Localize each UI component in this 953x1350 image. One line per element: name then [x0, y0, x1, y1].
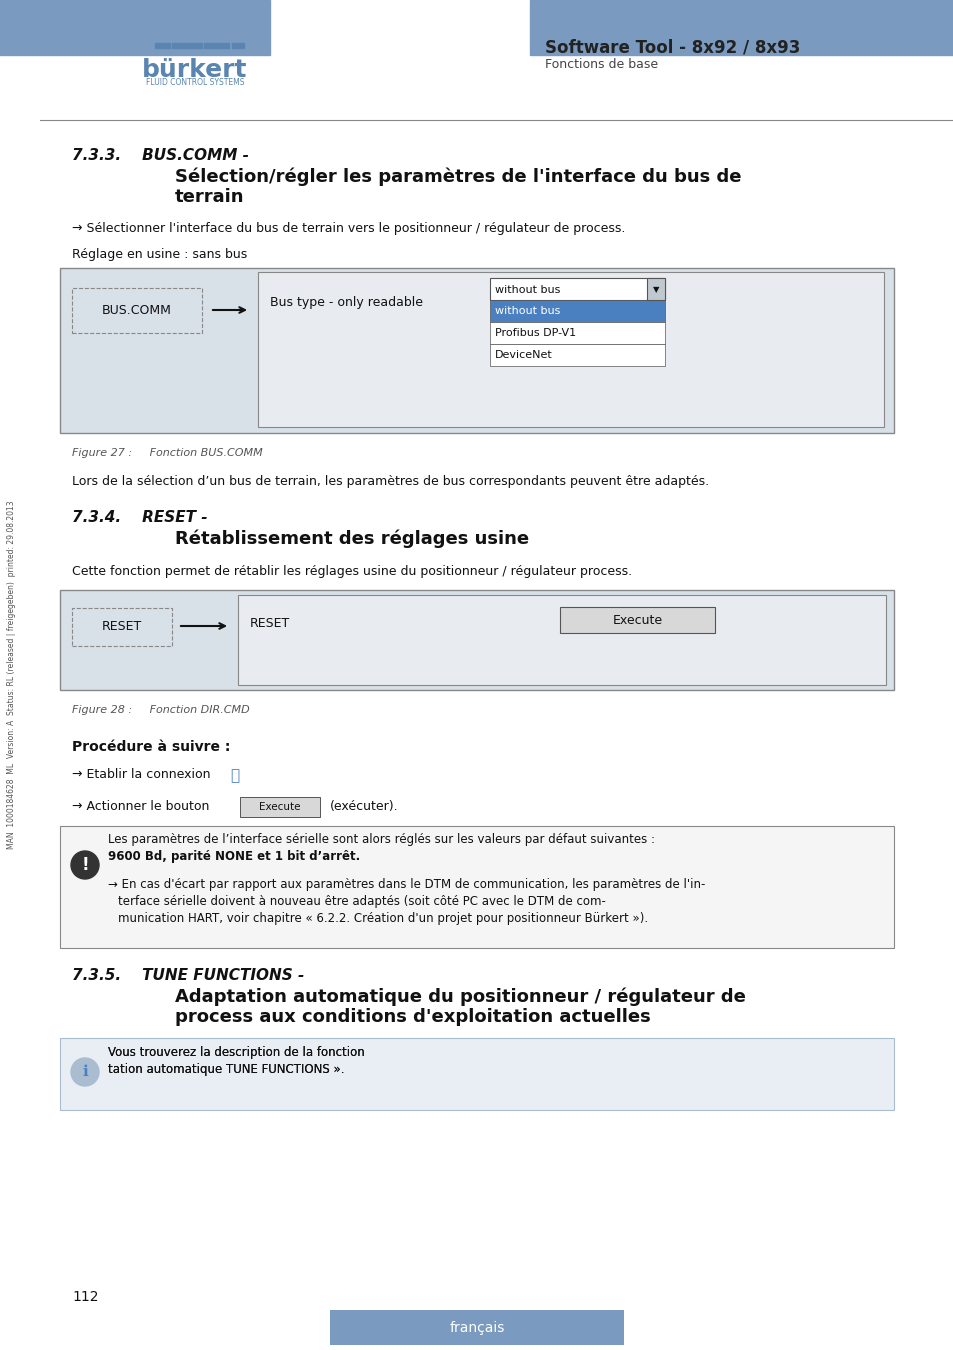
Bar [530, 0, 953, 55]
Text: Procédure à suivre :: Procédure à suivre : [71, 740, 230, 755]
Bar [154, 43, 170, 49]
Text: français: français [449, 1322, 504, 1335]
Text: tation automatique TUNE FUNCTIONS ».: tation automatique TUNE FUNCTIONS ». [108, 1062, 344, 1076]
Text: Cette fonction permet de rétablir les réglages usine du positionneur / régulateu: Cette fonction permet de rétablir les ré… [71, 566, 632, 578]
Text: 7.3.4.    RESET -: 7.3.4. RESET - [71, 510, 208, 525]
Text: Execute: Execute [612, 613, 662, 626]
Text: Figure 28 :     Fonction DIR.CMD: Figure 28 : Fonction DIR.CMD [71, 705, 250, 716]
Text: 7.3.3.    BUS.COMM -: 7.3.3. BUS.COMM - [71, 148, 249, 163]
Text: Les paramètres de l’interface sérielle sont alors réglés sur les valeurs par déf: Les paramètres de l’interface sérielle s… [108, 833, 655, 846]
Text: 9600 Bd, parité NONE et 1 bit d’arrêt.: 9600 Bd, parité NONE et 1 bit d’arrêt. [108, 850, 360, 863]
Bar [0, 0, 270, 55]
Text: Vous trouverez la description de la fonction: Vous trouverez la description de la fonc… [108, 1046, 368, 1058]
Text: → Sélectionner l'interface du bus de terrain vers le positionneur / régulateur d: → Sélectionner l'interface du bus de ter… [71, 221, 625, 235]
Text: BUS.COMM: BUS.COMM [102, 304, 172, 317]
Text: Execute: Execute [259, 802, 300, 811]
Text: without bus: without bus [495, 285, 559, 296]
Bar [60, 1038, 893, 1110]
Text: Figure 27 :     Fonction BUS.COMM: Figure 27 : Fonction BUS.COMM [71, 448, 262, 458]
Bar [60, 590, 893, 690]
Bar [559, 608, 714, 633]
Text: Sélection/régler les paramètres de l'interface du bus de: Sélection/régler les paramètres de l'int… [174, 167, 740, 186]
Bar [490, 323, 664, 344]
Text: Lors de la sélection d’un bus de terrain, les paramètres de bus correspondants p: Lors de la sélection d’un bus de terrain… [71, 475, 708, 487]
Bar [71, 608, 172, 647]
Text: RESET: RESET [102, 621, 142, 633]
Text: 7.3.5.    TUNE FUNCTIONS -: 7.3.5. TUNE FUNCTIONS - [71, 968, 304, 983]
Bar [237, 595, 885, 684]
Text: ℹ: ℹ [82, 1065, 88, 1080]
Circle shape [71, 1058, 99, 1085]
Text: Réglage en usine : sans bus: Réglage en usine : sans bus [71, 248, 247, 261]
Text: → Etablir la connexion: → Etablir la connexion [71, 768, 211, 782]
Text: terface sérielle doivent à nouveau être adaptés (soit côté PC avec le DTM de com: terface sérielle doivent à nouveau être … [118, 895, 605, 909]
Text: ▼: ▼ [652, 285, 659, 294]
Text: FLUID CONTROL SYSTEMS: FLUID CONTROL SYSTEMS [146, 78, 244, 86]
Text: terrain: terrain [174, 188, 244, 207]
Bar [240, 796, 319, 817]
Bar [330, 1310, 623, 1345]
Text: Adaptation automatique du positionneur / régulateur de: Adaptation automatique du positionneur /… [174, 988, 745, 1007]
Circle shape [71, 850, 99, 879]
Text: Profibus DP-V1: Profibus DP-V1 [495, 328, 576, 338]
Text: → En cas d'écart par rapport aux paramètres dans le DTM de communication, les pa: → En cas d'écart par rapport aux paramèt… [108, 878, 704, 891]
Text: RESET: RESET [250, 617, 290, 630]
Bar [490, 344, 664, 366]
Text: Bus type - only readable: Bus type - only readable [270, 296, 422, 309]
Text: 🔗: 🔗 [230, 768, 239, 783]
Text: tation automatique TUNE FUNCTIONS ».: tation automatique TUNE FUNCTIONS ». [108, 1062, 344, 1076]
Text: bürkert: bürkert [142, 58, 248, 82]
Text: DeviceNet: DeviceNet [495, 350, 552, 360]
Text: 112: 112 [71, 1291, 98, 1304]
Text: Vous trouverez la description de la fonction: Vous trouverez la description de la fonc… [108, 1046, 368, 1058]
Bar [257, 271, 883, 427]
Text: Rétablissement des réglages usine: Rétablissement des réglages usine [174, 531, 529, 548]
Bar [60, 269, 893, 433]
Bar [204, 43, 229, 49]
Bar [172, 43, 202, 49]
Bar [71, 288, 202, 333]
Text: Software Tool - 8x92 / 8x93: Software Tool - 8x92 / 8x93 [544, 38, 800, 55]
Text: munication HART, voir chapitre « 6.2.2. Création d'un projet pour positionneur B: munication HART, voir chapitre « 6.2.2. … [118, 913, 647, 925]
Bar [60, 826, 893, 948]
Text: !: ! [81, 856, 89, 873]
Text: MAN  1000184628  ML  Version: A  Status: RL (released | freigegeben)  printed: 2: MAN 1000184628 ML Version: A Status: RL … [8, 501, 16, 849]
Text: Fonctions de base: Fonctions de base [544, 58, 658, 72]
Text: (exécuter).: (exécuter). [330, 801, 398, 813]
Bar [232, 43, 244, 49]
Text: process aux conditions d'exploitation actuelles: process aux conditions d'exploitation ac… [174, 1008, 650, 1026]
Bar [490, 300, 664, 323]
Bar [646, 278, 664, 300]
Bar [490, 278, 664, 300]
Text: without bus: without bus [495, 306, 559, 316]
Text: → Actionner le bouton: → Actionner le bouton [71, 801, 209, 813]
